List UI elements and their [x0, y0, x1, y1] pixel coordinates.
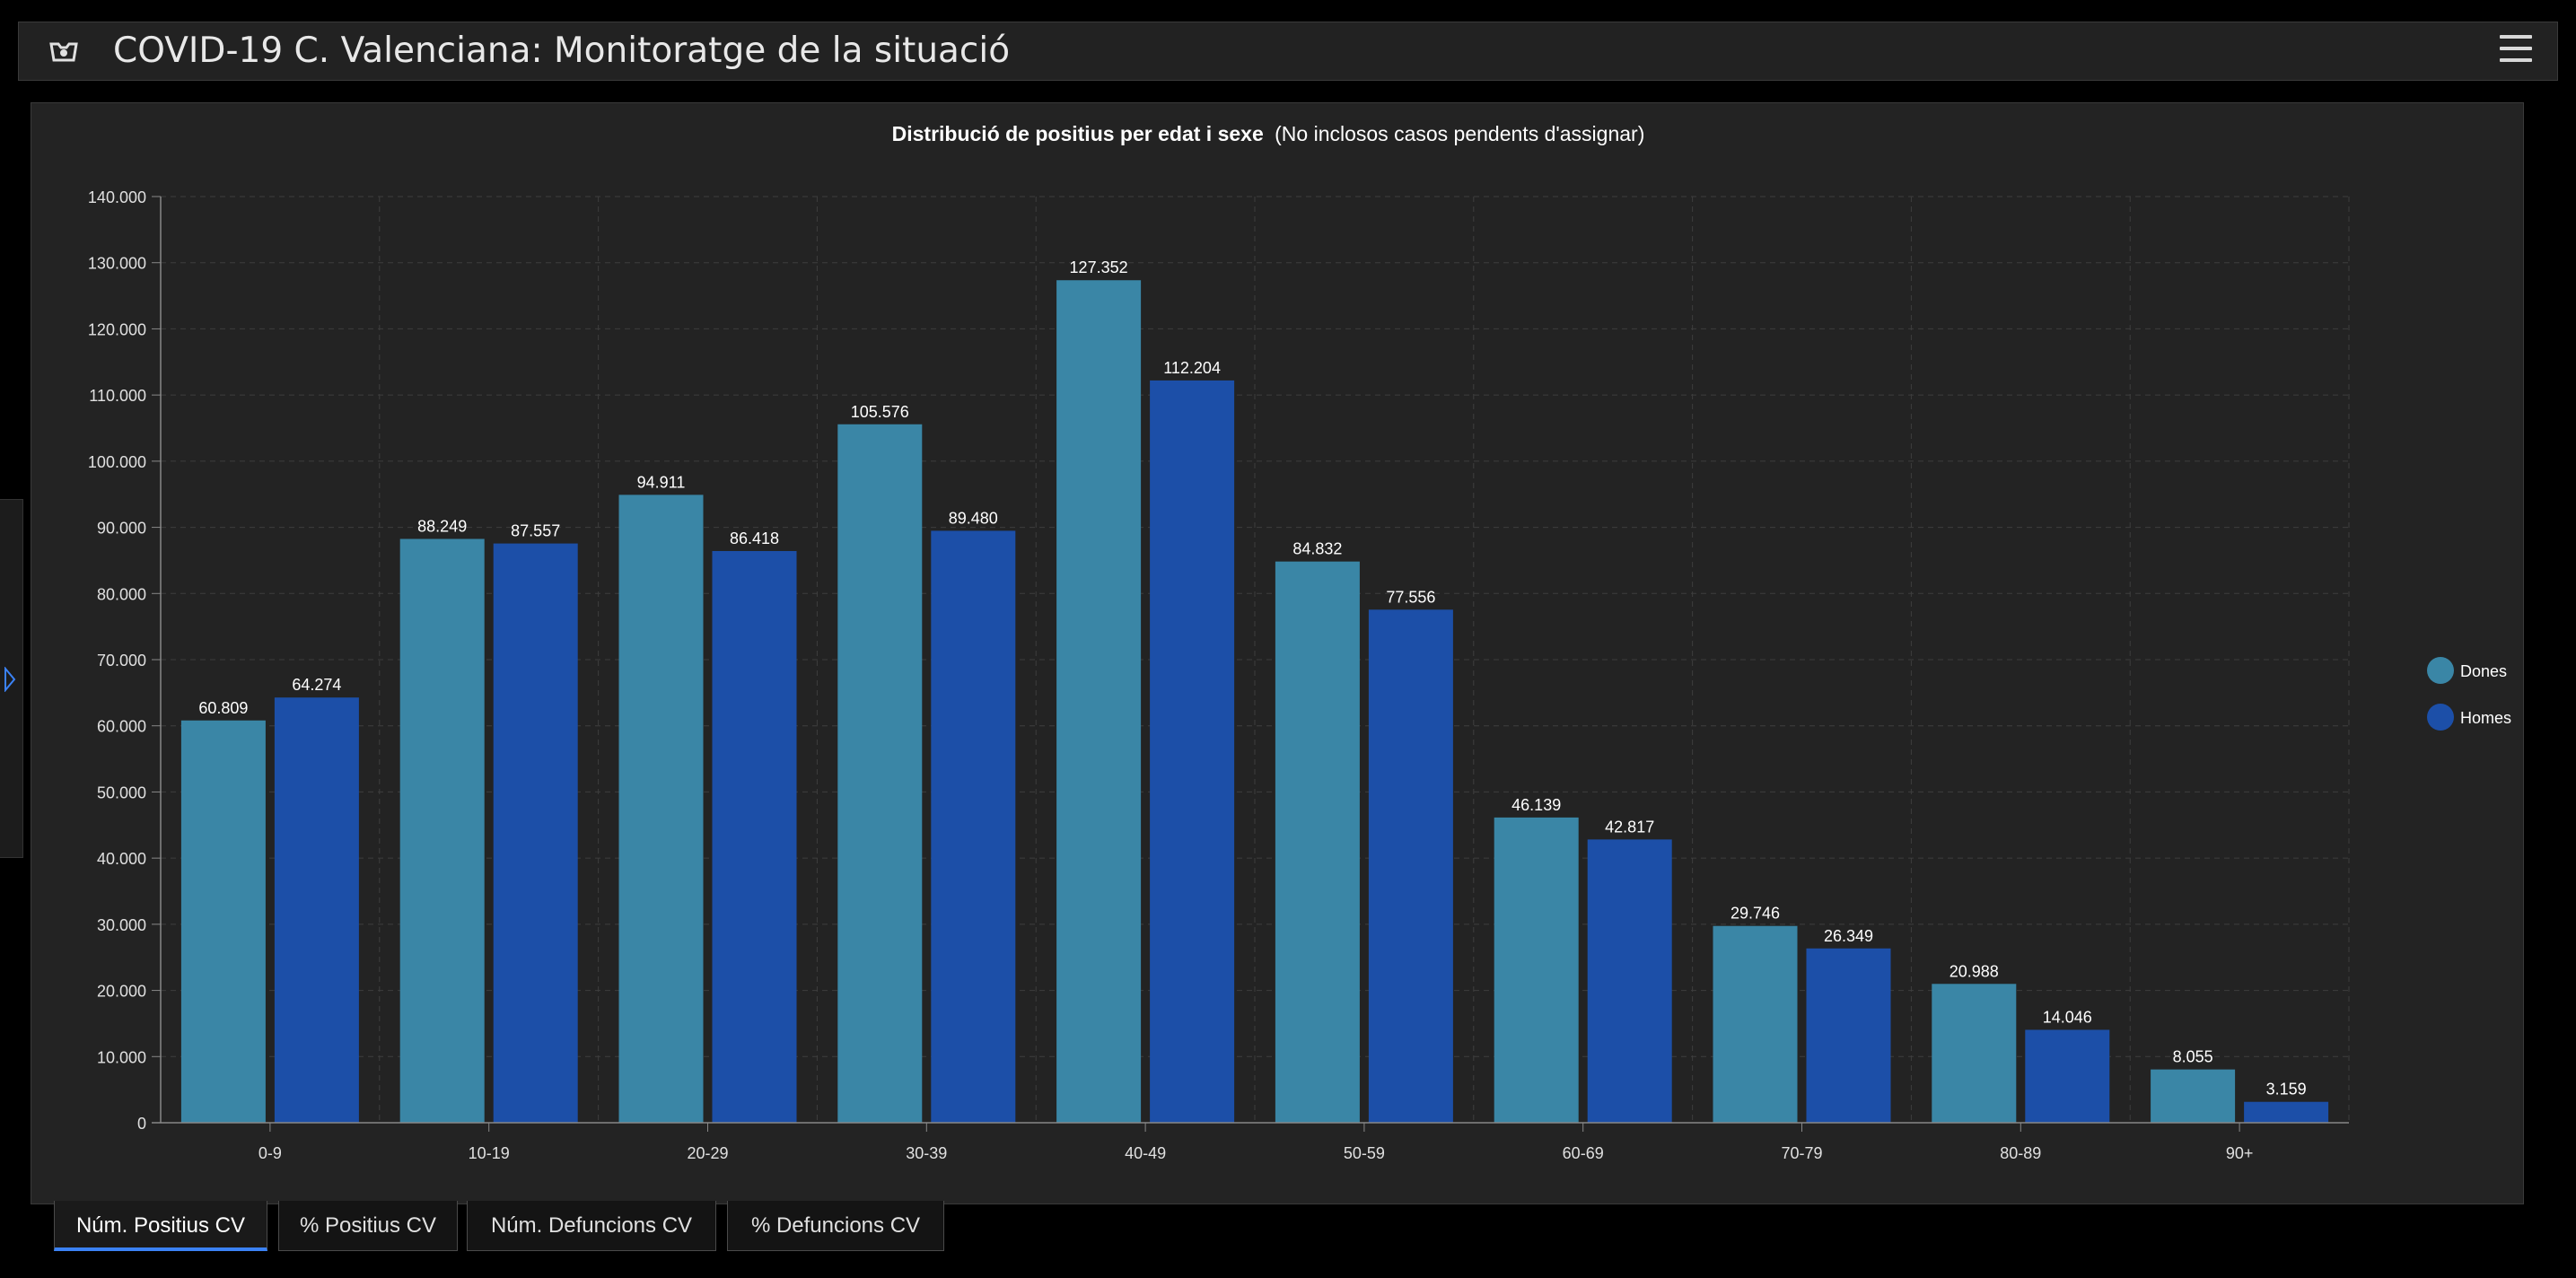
data-label: 87.557 [511, 522, 560, 540]
data-label: 84.832 [1292, 540, 1342, 558]
bar-homes-60-69[interactable] [1587, 839, 1672, 1123]
bar-chart: Distribució de positius per edat i sexe … [88, 122, 2511, 1162]
bar-homes-20-29[interactable] [712, 550, 797, 1123]
data-label: 127.352 [1070, 258, 1128, 276]
y-tick-label: 130.000 [88, 255, 146, 273]
x-tick-label: 20-29 [687, 1144, 728, 1162]
svg-text:Distribució de positius per ed: Distribució de positius per edat i sexe … [892, 122, 1645, 145]
tab-pct-defuncions[interactable]: % Defuncions CV [727, 1201, 944, 1251]
chart-axes: 0 10.000 20.000 30.000 40.000 50.000 60.000 70.… [88, 188, 2349, 1162]
data-label: 77.556 [1386, 588, 1435, 606]
y-tick-label: 100.000 [88, 453, 146, 471]
bar-dones-30-39[interactable] [837, 424, 923, 1124]
data-label: 112.204 [1163, 359, 1221, 377]
y-tick-label: 120.000 [88, 320, 146, 338]
legend-label-dones[interactable]: Dones [2460, 662, 2507, 680]
bar-dones-60-69[interactable] [1494, 817, 1579, 1123]
x-tick-label: 10-19 [469, 1144, 510, 1162]
data-label: 86.418 [730, 530, 779, 547]
chart-title: Distribució de positius per edat i sexe [892, 122, 1264, 145]
bar-dones-90+[interactable] [2151, 1069, 2236, 1123]
data-label: 29.746 [1730, 905, 1780, 923]
bar-dones-20-29[interactable] [618, 495, 704, 1123]
legend-label-homes[interactable]: Homes [2460, 709, 2511, 727]
x-tick-label: 60-69 [1563, 1144, 1604, 1162]
y-tick-label: 110.000 [89, 387, 146, 405]
data-label: 60.809 [198, 699, 248, 717]
y-tick-label: 20.000 [97, 983, 146, 1001]
data-label: 46.139 [1511, 796, 1561, 814]
bar-dones-70-79[interactable] [1713, 925, 1798, 1123]
bar-dones-80-89[interactable] [1932, 984, 2017, 1123]
y-tick-label: 90.000 [97, 520, 146, 538]
chart-data-labels: 60.809 64.274 88.249 87.557 94.911 86.418 105.… [198, 258, 2306, 1098]
hamburger-menu-icon[interactable] [2500, 35, 2532, 67]
x-tick-label: 40-49 [1125, 1144, 1166, 1162]
bar-homes-0-9[interactable] [274, 697, 359, 1123]
bar-homes-50-59[interactable] [1368, 609, 1453, 1123]
bar-homes-10-19[interactable] [493, 543, 578, 1123]
x-tick-label: 80-89 [2000, 1144, 2041, 1162]
x-tick-label: 50-59 [1344, 1144, 1385, 1162]
bar-dones-40-49[interactable] [1056, 280, 1142, 1123]
x-tick-label: 70-79 [1781, 1144, 1822, 1162]
legend-swatch-homes[interactable] [2427, 704, 2454, 731]
chart-legend: Dones Homes [2427, 657, 2511, 731]
bat-shield-icon [49, 42, 78, 62]
bar-homes-30-39[interactable] [931, 530, 1016, 1123]
bar-dones-10-19[interactable] [399, 538, 485, 1123]
bar-homes-80-89[interactable] [2025, 1029, 2110, 1123]
y-tick-label: 0 [137, 1115, 146, 1133]
data-label: 94.911 [637, 473, 686, 491]
y-tick-label: 140.000 [88, 188, 146, 206]
data-label: 3.159 [2266, 1081, 2307, 1099]
chart-grid [160, 196, 2350, 1123]
data-label: 26.349 [1824, 927, 1873, 945]
y-tick-label: 60.000 [97, 718, 146, 736]
chart-subtitle: (No inclosos casos pendents d'assignar) [1275, 122, 1644, 145]
legend-swatch-dones[interactable] [2427, 657, 2454, 684]
side-panel-toggle[interactable] [0, 499, 23, 858]
x-tick-label: 90+ [2226, 1144, 2254, 1162]
data-label: 89.480 [949, 509, 998, 527]
tab-pct-positius[interactable]: % Positius CV [278, 1201, 458, 1251]
tab-num-positius[interactable]: Núm. Positius CV [54, 1201, 267, 1251]
bar-dones-50-59[interactable] [1275, 561, 1360, 1123]
data-label: 8.055 [2173, 1048, 2213, 1066]
bar-homes-40-49[interactable] [1150, 380, 1235, 1123]
data-label: 14.046 [2043, 1008, 2092, 1026]
x-tick-label: 0-9 [258, 1144, 282, 1162]
y-tick-label: 50.000 [97, 783, 146, 801]
page-title: COVID-19 C. Valenciana: Monitoratge de l… [113, 31, 1011, 71]
data-label: 105.576 [851, 403, 909, 421]
chevron-right-icon [4, 667, 16, 692]
bar-homes-90+[interactable] [2244, 1101, 2329, 1123]
bar-homes-70-79[interactable] [1806, 948, 1891, 1123]
x-tick-label: 30-39 [906, 1144, 947, 1162]
y-tick-label: 30.000 [97, 916, 146, 934]
data-label: 64.274 [292, 676, 341, 694]
y-tick-label: 40.000 [97, 850, 146, 868]
chart-bars [180, 280, 2329, 1124]
y-tick-label: 10.000 [97, 1048, 146, 1066]
app-header: COVID-19 C. Valenciana: Monitoratge de l… [18, 22, 2558, 81]
data-label: 88.249 [417, 517, 467, 535]
y-tick-label: 70.000 [97, 652, 146, 670]
tab-num-defuncions[interactable]: Núm. Defuncions CV [467, 1201, 716, 1251]
data-label: 42.817 [1605, 818, 1654, 836]
y-tick-label: 80.000 [97, 585, 146, 603]
data-label: 20.988 [1950, 962, 1999, 980]
chart-panel: Distribució de positius per edat i sexe … [31, 102, 2524, 1204]
bar-dones-0-9[interactable] [180, 720, 266, 1123]
